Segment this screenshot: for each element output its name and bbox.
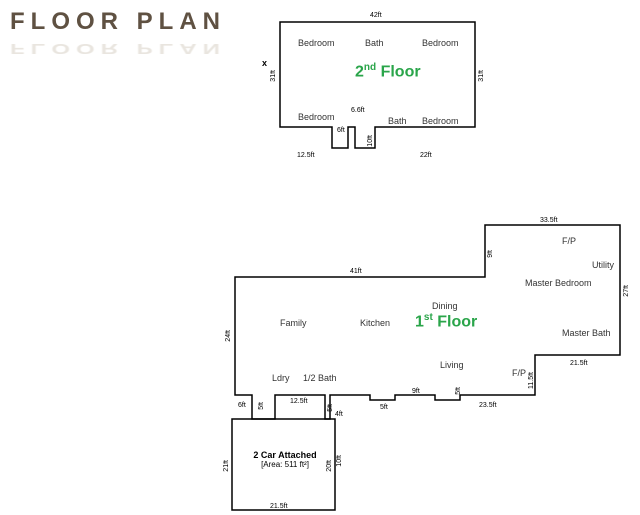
dimension-label: 4ft [335,411,343,418]
dimension-label: 21.5ft [570,360,588,367]
dimension-label: 31ft [478,70,485,82]
dimension-label: 6ft [337,127,345,134]
room-label: 1/2 Bath [303,373,337,383]
dimension-label: 21ft [223,460,230,472]
dimension-label: 11.5ft [528,372,535,389]
room-label: Bath [365,38,384,48]
dimension-label: 9ft [487,250,494,258]
room-label: Dining [432,301,458,311]
floor2-title: 2nd Floor [355,62,421,81]
room-label: Utility [592,260,614,270]
room-label: Ldry [272,373,290,383]
dimension-label: 22ft [420,152,432,159]
dimension-label: 6ft [238,402,246,409]
dimension-label: 27ft [623,285,630,297]
dimension-label: 9ft [412,388,420,395]
room-label: Bedroom [298,112,335,122]
dimension-label: 23.5ft [479,402,497,409]
floor1-title: 1st Floor [415,312,477,331]
dimension-label: 5ft [258,402,265,410]
dimension-label: 33.5ft [540,217,558,224]
garage-label: 2 Car Attached [Area: 511 ft²] [240,450,330,469]
room-label: Master Bedroom [525,278,592,288]
room-label: F/P [512,368,526,378]
dimension-label: 10ft [367,135,374,147]
room-label: Bedroom [422,116,459,126]
dimension-label: 21.5ft [270,503,288,510]
room-label: Kitchen [360,318,390,328]
room-label: F/P [562,236,576,246]
garage-title: 2 Car Attached [240,450,330,460]
dimension-label: 41ft [350,268,362,275]
room-label: Living [440,360,464,370]
dimension-label: 31ft [270,70,277,82]
dimension-label: 6.6ft [351,107,365,114]
dimension-label: 42ft [370,12,382,19]
dimension-label: 24ft [225,330,232,342]
dimension-label: 5ft [380,404,388,411]
room-label: Master Bath [562,328,611,338]
dimension-label: 5ft [327,404,334,412]
room-label: Bedroom [298,38,335,48]
garage-area: [Area: 511 ft²] [240,460,330,469]
dimension-label: 12.5ft [297,152,315,159]
room-label: Family [280,318,307,328]
room-label: Bath [388,116,407,126]
dimension-label: 12.5ft [290,398,308,405]
dimension-label: 5ft [455,387,462,395]
floorplan-svg [0,0,640,515]
dimension-label: 10ft [336,455,343,467]
room-label: Bedroom [422,38,459,48]
